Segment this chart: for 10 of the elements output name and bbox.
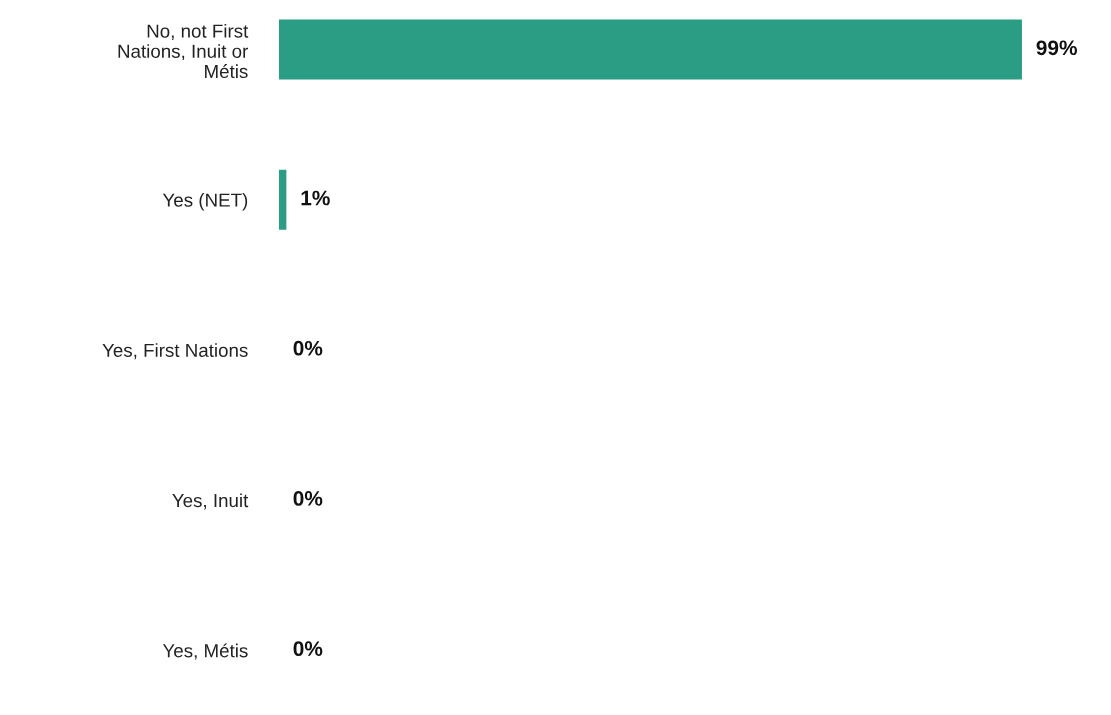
data-label: 0% bbox=[293, 641, 323, 656]
y-tick-label: Yes, Inuit bbox=[172, 493, 249, 510]
data-label: 1% bbox=[301, 190, 330, 206]
data-label: 0% bbox=[293, 491, 323, 506]
data-label: 99% bbox=[1036, 40, 1077, 56]
y-tick-label: No, not First Nations, Inuit or Métis bbox=[118, 23, 249, 79]
y-tick-label: Yes (NET) bbox=[162, 192, 248, 211]
data-label: 0% bbox=[293, 340, 323, 356]
y-tick-label: Yes, Métis bbox=[162, 643, 248, 660]
y-tick-label: Yes, First Nations bbox=[102, 343, 248, 360]
